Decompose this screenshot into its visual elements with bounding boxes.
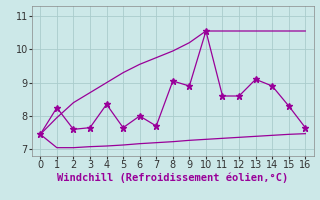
X-axis label: Windchill (Refroidissement éolien,°C): Windchill (Refroidissement éolien,°C) — [57, 173, 288, 183]
